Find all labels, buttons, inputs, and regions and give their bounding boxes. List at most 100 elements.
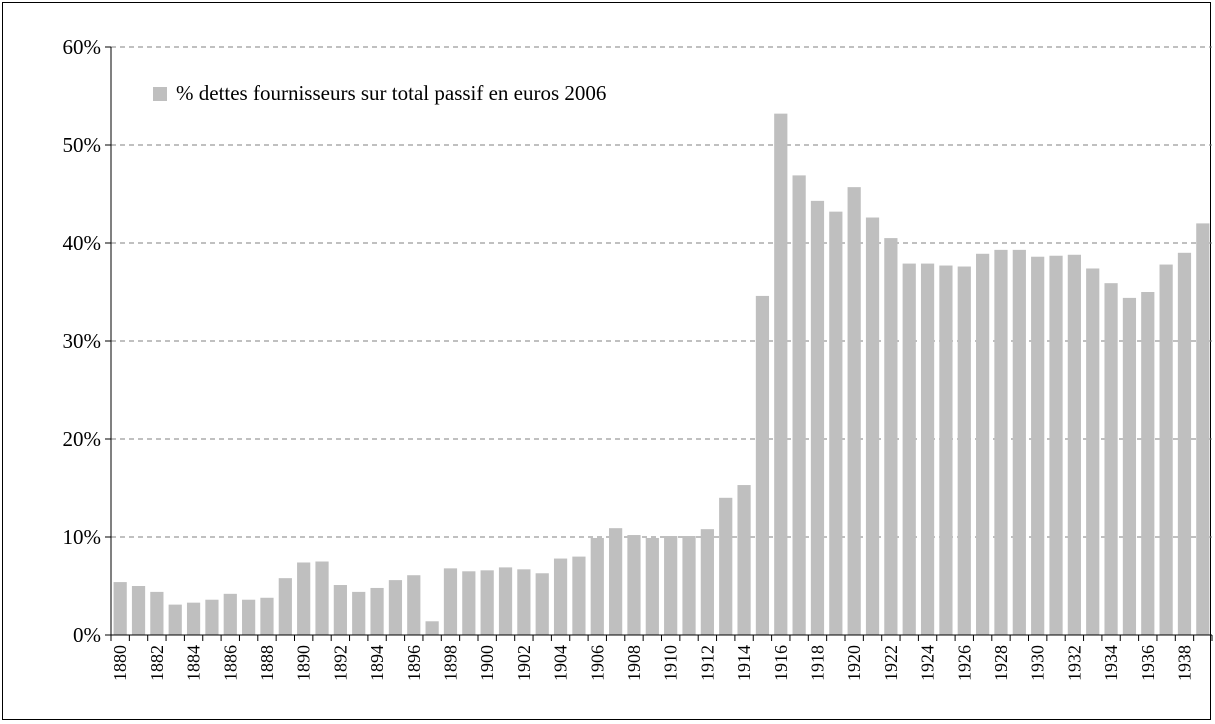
x-tick-label: 1934: [1101, 645, 1121, 681]
bar-1903: [535, 573, 549, 635]
y-tick-label: 10%: [63, 525, 102, 549]
bar-1930: [1031, 256, 1045, 635]
bar-1905: [572, 556, 586, 635]
bar-1933: [1086, 268, 1100, 635]
bar-1937: [1159, 264, 1173, 635]
x-tick-label: 1896: [404, 645, 424, 681]
bar-1889: [278, 578, 292, 635]
bar-1881: [131, 586, 146, 635]
x-tick-label: 1932: [1064, 645, 1084, 681]
legend-swatch: [153, 87, 167, 101]
x-tick-label: 1902: [514, 645, 534, 681]
x-tick-label: 1892: [330, 645, 350, 681]
bar-1913: [719, 497, 733, 635]
bar-1888: [260, 597, 274, 635]
bar-1920: [847, 187, 861, 635]
x-tick-label: 1886: [220, 645, 240, 681]
x-tick-label: 1898: [440, 645, 460, 681]
y-tick-label: 30%: [63, 329, 102, 353]
bar-1931: [1049, 255, 1063, 636]
x-tick-label: 1914: [734, 645, 754, 681]
bar-1928: [994, 249, 1008, 636]
bar-1883: [168, 604, 182, 635]
x-tick-label: 1926: [954, 645, 974, 681]
x-tick-label: 1884: [184, 645, 204, 681]
x-tick-label: 1938: [1174, 645, 1194, 681]
bar-1927: [976, 253, 990, 635]
x-tick-label: 1888: [257, 645, 277, 681]
bar-1882: [150, 591, 164, 635]
x-tick-label: 1910: [661, 645, 681, 681]
bar-1934: [1104, 283, 1118, 635]
bar-1921: [865, 217, 880, 635]
y-tick-label: 60%: [63, 35, 102, 59]
bar-1908: [627, 535, 641, 635]
bar-1901: [498, 567, 513, 635]
bar-1938: [1177, 252, 1192, 636]
bar-1909: [645, 537, 659, 635]
bar-1926: [957, 266, 971, 635]
bar-1907: [609, 528, 623, 635]
bar-1894: [370, 587, 384, 635]
x-tick-label: 1890: [294, 645, 314, 681]
bar-1912: [700, 529, 714, 635]
bar-1929: [1012, 249, 1026, 636]
bar-1917: [792, 175, 806, 635]
x-tick-label: 1916: [771, 645, 791, 681]
y-tick-label: 0%: [73, 623, 101, 647]
bar-1885: [205, 599, 219, 635]
bar-1890: [297, 562, 311, 635]
y-tick-label: 40%: [63, 231, 102, 255]
bar-1924: [920, 263, 935, 635]
y-tick-label: 50%: [63, 133, 102, 157]
bars: [113, 113, 1210, 636]
bar-1939: [1196, 223, 1210, 635]
x-tick-label: 1922: [881, 645, 901, 681]
bar-1916: [774, 113, 788, 635]
x-tick-label: 1928: [991, 645, 1011, 681]
bar-1910: [664, 536, 678, 635]
bar-1895: [388, 580, 403, 635]
bar-1896: [407, 575, 421, 635]
x-tick-label: 1936: [1138, 645, 1158, 681]
bar-1936: [1141, 292, 1155, 635]
bar-1915: [755, 295, 770, 635]
x-tick-label: 1904: [551, 645, 571, 681]
gridlines: [111, 46, 1212, 538]
x-tick-label: 1906: [587, 645, 607, 681]
y-tick-labels: 0% 10% 20% 30% 40% 50% 60%: [63, 35, 102, 647]
bar-1886: [223, 593, 237, 635]
x-tick-label: 1912: [697, 645, 717, 681]
bar-1899: [462, 571, 476, 635]
x-tick-label: 1930: [1028, 645, 1048, 681]
bar-1887: [242, 599, 256, 635]
bar-1892: [333, 585, 347, 635]
bar-1898: [443, 568, 458, 635]
bar-1935: [1122, 297, 1137, 635]
bar-1914: [737, 485, 751, 635]
bar-1918: [810, 200, 825, 636]
bar-1922: [884, 238, 898, 635]
x-tick-labels: 1880 1882 1884 1886 1888 1890 1892 1894 1896 1898…: [110, 645, 1194, 681]
legend-label: % dettes fournisseurs sur total passif e…: [176, 81, 606, 105]
bar-1923: [902, 263, 916, 635]
bar-1932: [1067, 254, 1081, 635]
bar-1900: [480, 570, 494, 635]
bar-1897: [425, 621, 439, 635]
bar-1925: [939, 265, 953, 635]
bar-1919: [829, 211, 843, 635]
bar-1911: [682, 536, 696, 635]
bar-1906: [590, 537, 604, 635]
bar-1893: [352, 591, 366, 635]
x-tick-label: 1894: [367, 645, 387, 681]
bar-1884: [186, 602, 201, 635]
y-tick-label: 20%: [63, 427, 102, 451]
bar-1902: [517, 569, 531, 635]
legend: % dettes fournisseurs sur total passif e…: [153, 81, 606, 105]
x-tick-label: 1920: [844, 645, 864, 681]
x-tick-label: 1882: [147, 645, 167, 681]
x-tick-label: 1924: [918, 645, 938, 681]
x-tick-label: 1880: [110, 645, 130, 681]
bar-1891: [315, 561, 329, 635]
